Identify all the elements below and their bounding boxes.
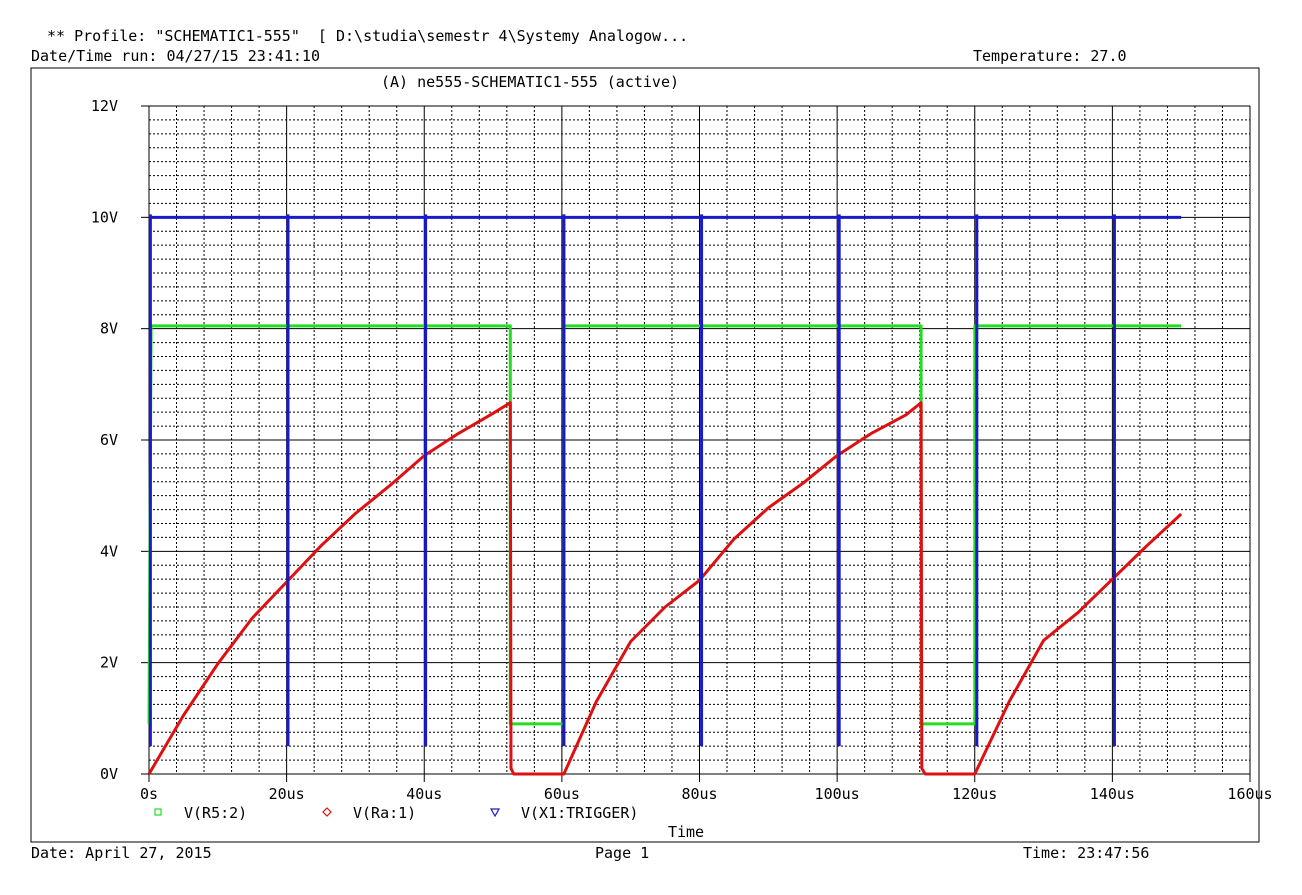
x-tick-label: 120us — [952, 785, 997, 803]
x-tick-label: 60us — [544, 785, 580, 803]
y-tick-label: 12V — [91, 97, 118, 115]
plot-frame — [30, 67, 1260, 843]
x-tick-label: 0s — [140, 785, 158, 803]
footer-page: Page 1 — [595, 844, 650, 862]
y-tick-label: 4V — [100, 542, 118, 560]
x-tick-label: 40us — [406, 785, 442, 803]
y-tick-label: 8V — [100, 320, 118, 338]
footer-date: Date: April 27, 2015 — [31, 844, 212, 862]
legend-marker-triangle — [489, 808, 501, 818]
series-v-r5-2 — [147, 324, 1182, 726]
x-tick-label: 140us — [1090, 785, 1135, 803]
legend-label: V(Ra:1) — [353, 804, 416, 822]
axis-labels: 0V 2V 4V 6V 8V 10V 12V 0s 20us 40us 60us 80us 100us 1… — [91, 97, 1273, 803]
y-tick-label: 10V — [91, 208, 118, 226]
x-tick-label: 100us — [815, 785, 860, 803]
datetime-run: Date/Time run: 04/27/15 23:41:10 — [31, 47, 320, 65]
x-axis-title: Time — [668, 823, 704, 841]
y-tick-label: 6V — [100, 431, 118, 449]
footer-time: Time: 23:47:56 — [1023, 844, 1150, 862]
x-tick-label: 80us — [681, 785, 717, 803]
x-tick-label: 160us — [1227, 785, 1272, 803]
series-v-ra-1 — [147, 401, 1183, 776]
y-tick-label: 2V — [100, 654, 118, 672]
series-layer — [147, 214, 1183, 776]
y-tick-label: 0V — [100, 765, 118, 783]
profile-line: ** Profile: "SCHEMATIC1-555" [ D:\studia… — [47, 27, 689, 45]
temperature: Temperature: 27.0 — [973, 47, 1127, 65]
legend-marker-square — [154, 808, 162, 816]
chart-title: (A) ne555-SCHEMATIC1-555 (active) — [381, 73, 679, 91]
legend: V(R5:2) V(Ra:1) V(X1:TRIGGER) — [154, 804, 638, 822]
axis-ticks — [141, 105, 1251, 782]
legend-marker-diamond — [322, 807, 332, 817]
legend-label: V(X1:TRIGGER) — [521, 804, 638, 822]
legend-label: V(R5:2) — [184, 804, 247, 822]
x-tick-label: 20us — [269, 785, 305, 803]
